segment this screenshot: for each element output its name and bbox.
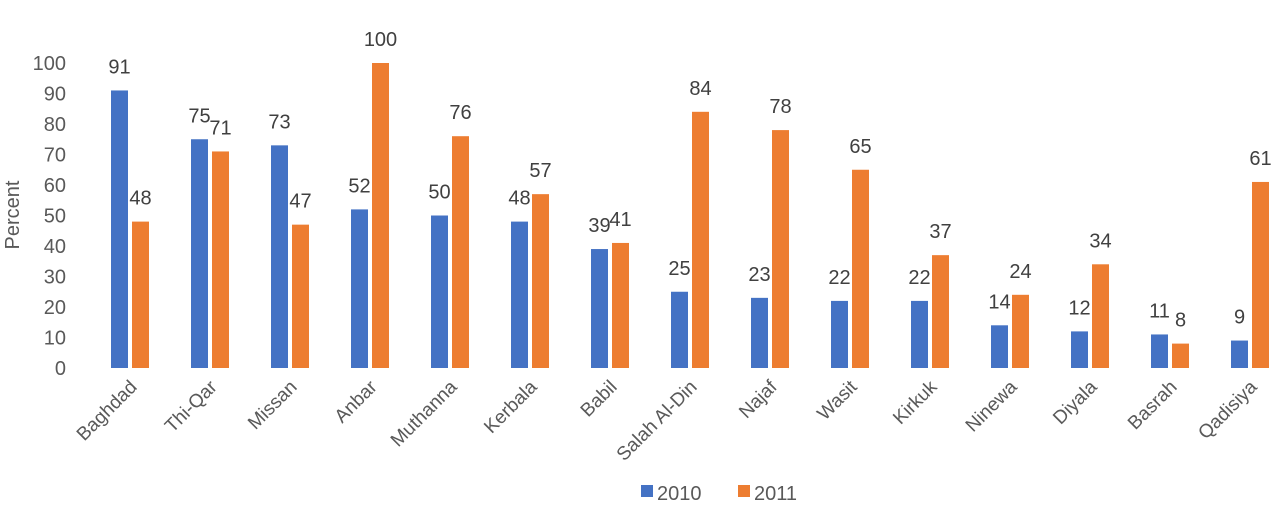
x-tick-label: Ninewa xyxy=(962,376,1022,436)
bar-2011 xyxy=(132,221,149,368)
data-label-2011: 84 xyxy=(689,78,711,100)
data-label-2010: 11 xyxy=(1149,300,1170,322)
bar-2011 xyxy=(932,255,949,368)
data-label-2011: 47 xyxy=(289,191,311,213)
legend-swatch-2010 xyxy=(641,485,653,497)
legend-label-2011: 2011 xyxy=(754,483,797,505)
data-label-2011: 48 xyxy=(129,188,151,210)
x-tick-label: Kirkuk xyxy=(889,376,942,429)
x-tick-label: Kerbala xyxy=(480,376,541,437)
data-label-2010: 22 xyxy=(908,267,930,289)
x-tick-label: Baghdad xyxy=(73,377,142,446)
data-label-2011: 100 xyxy=(364,29,397,51)
data-label-2011: 65 xyxy=(849,136,871,158)
y-tick-label: 100 xyxy=(33,53,66,75)
legend: 2010 2011 xyxy=(641,483,797,505)
data-label-2010: 12 xyxy=(1068,297,1090,319)
y-tick-label: 0 xyxy=(55,358,66,380)
x-tick-label: Najaf xyxy=(735,376,782,423)
x-tick-label: Muthanna xyxy=(387,376,462,451)
x-tick-label: Basrah xyxy=(1124,377,1181,434)
x-tick-label: Anbar xyxy=(331,376,382,427)
bar-2011 xyxy=(852,169,869,368)
data-label-2011: 24 xyxy=(1009,261,1031,283)
bar-2011 xyxy=(692,111,709,369)
data-label-2011: 57 xyxy=(529,160,551,182)
bar-2010 xyxy=(991,325,1008,368)
x-axis-labels: Baghdad Thi-Qar Missan Anbar Muthanna Kerbala… xyxy=(73,376,1262,465)
data-label-2010: 73 xyxy=(268,111,290,133)
bar-2010 xyxy=(831,300,848,368)
data-label-2011: 76 xyxy=(449,102,471,124)
bar-2011 xyxy=(1092,264,1109,368)
data-label-2010: 25 xyxy=(668,258,690,280)
data-label-2010: 14 xyxy=(988,291,1010,313)
data-label-2011: 71 xyxy=(209,117,231,139)
legend-swatch-2011 xyxy=(738,485,750,497)
y-tick-label: 70 xyxy=(44,145,66,167)
bar-2010 xyxy=(431,215,448,368)
bar-2011 xyxy=(292,224,309,368)
bar-2010 xyxy=(1231,340,1248,368)
x-tick-label: Missan xyxy=(244,377,301,434)
bar-2011 xyxy=(1012,294,1029,368)
y-tick-label: 30 xyxy=(44,267,66,289)
bar-2010 xyxy=(751,297,768,368)
y-axis-ticks: 0 10 20 30 40 50 60 70 80 90 100 xyxy=(33,53,66,380)
data-label-2010: 50 xyxy=(428,182,450,204)
data-label-2010: 75 xyxy=(188,105,210,127)
x-tick-label: Qadisiya xyxy=(1194,376,1261,443)
bar-2010 xyxy=(111,90,128,368)
y-axis-label: Percent xyxy=(2,180,24,249)
data-label-2011: 8 xyxy=(1175,310,1186,332)
data-label-2011: 78 xyxy=(769,96,791,118)
bar-2011 xyxy=(372,63,389,368)
bar-2010 xyxy=(1071,331,1088,368)
y-tick-label: 40 xyxy=(44,236,66,258)
bar-2011 xyxy=(1172,343,1189,368)
data-label-2011: 61 xyxy=(1249,148,1271,170)
bar-2010 xyxy=(271,145,288,368)
bars xyxy=(111,63,1269,369)
x-tick-label: Wasit xyxy=(814,376,862,424)
data-label-2010: 22 xyxy=(828,267,850,289)
y-tick-label: 20 xyxy=(44,297,66,319)
bar-2010 xyxy=(1151,334,1168,368)
y-tick-label: 60 xyxy=(44,175,66,197)
data-label-2010: 52 xyxy=(348,175,370,197)
data-label-2010: 48 xyxy=(508,188,530,210)
x-tick-label: Salah Al-Din xyxy=(613,377,702,466)
bar-2010 xyxy=(591,249,608,368)
data-label-2011: 37 xyxy=(929,221,951,243)
bar-2010 xyxy=(191,139,208,368)
bar-2010 xyxy=(511,221,528,368)
data-label-2010: 91 xyxy=(108,56,130,78)
y-tick-label: 80 xyxy=(44,114,66,136)
bar-2011 xyxy=(612,242,629,368)
data-label-2010: 23 xyxy=(748,264,770,286)
y-tick-label: 10 xyxy=(44,328,66,350)
x-tick-label: Babil xyxy=(577,377,622,422)
bar-2011 xyxy=(212,151,229,368)
data-label-2011: 41 xyxy=(609,209,631,231)
bar-2011 xyxy=(452,136,469,368)
bar-2010 xyxy=(351,209,368,368)
legend-label-2010: 2010 xyxy=(657,483,702,505)
bar-2010 xyxy=(911,300,928,368)
data-label-2011: 34 xyxy=(1089,230,1111,252)
bar-2011 xyxy=(772,130,789,368)
data-label-2010: 39 xyxy=(588,215,610,237)
x-tick-label: Thi-Qar xyxy=(161,376,222,437)
y-tick-label: 90 xyxy=(44,84,66,106)
bar-2011 xyxy=(1252,181,1269,368)
bar-2011 xyxy=(532,194,549,368)
data-label-2010: 9 xyxy=(1234,307,1245,329)
bar-2010 xyxy=(671,291,688,368)
y-tick-label: 50 xyxy=(44,206,66,228)
x-tick-label: Diyala xyxy=(1049,376,1101,428)
